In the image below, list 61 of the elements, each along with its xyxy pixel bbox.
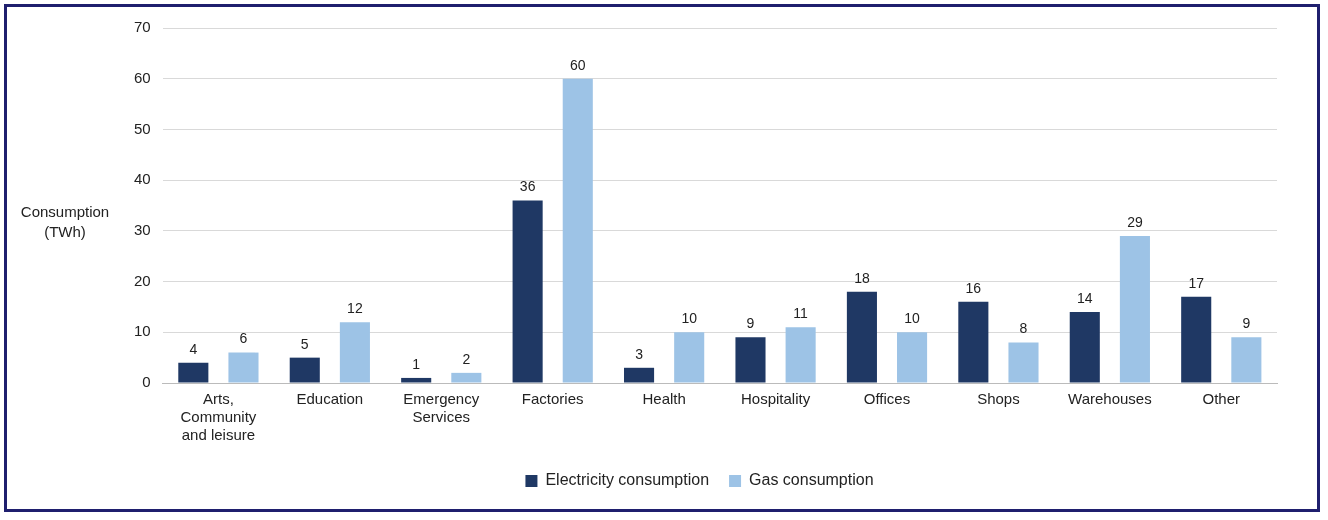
bar bbox=[1069, 312, 1100, 383]
data-label: 1 bbox=[412, 355, 421, 372]
y-axis-title: Consumption (TWh) bbox=[19, 202, 111, 242]
data-label: 14 bbox=[1076, 289, 1093, 306]
data-label: 36 bbox=[519, 178, 536, 195]
x-tick-label: Hospitality bbox=[740, 390, 811, 408]
data-label: 16 bbox=[965, 279, 982, 296]
x-tick-label: Education bbox=[296, 390, 364, 408]
data-label: 12 bbox=[347, 300, 363, 316]
data-label: 18 bbox=[854, 269, 870, 286]
data-label: 10 bbox=[681, 310, 698, 327]
bar bbox=[1231, 337, 1262, 383]
bar bbox=[735, 337, 766, 383]
data-label: 9 bbox=[1242, 315, 1251, 332]
data-label: 5 bbox=[300, 335, 309, 352]
bar bbox=[228, 352, 259, 383]
bar bbox=[562, 78, 593, 383]
data-label: 17 bbox=[1188, 274, 1205, 291]
y-tick-label: 40 bbox=[134, 170, 151, 188]
y-tick-label: 70 bbox=[134, 18, 151, 36]
x-tick-label: Shops bbox=[977, 390, 1020, 408]
bar bbox=[451, 372, 482, 383]
data-label: 11 bbox=[793, 305, 809, 322]
x-tick-label: Offices bbox=[863, 390, 911, 408]
data-label: 29 bbox=[1127, 213, 1143, 230]
data-label: 6 bbox=[239, 330, 248, 347]
data-label: 4 bbox=[189, 340, 198, 357]
bar bbox=[1008, 342, 1039, 383]
x-tick-label: Health bbox=[642, 390, 686, 408]
y-tick-label: 10 bbox=[134, 322, 151, 340]
bar bbox=[1181, 296, 1212, 383]
bar bbox=[512, 200, 543, 383]
legend-label: Electricity consumption bbox=[545, 471, 710, 489]
data-label: 3 bbox=[635, 345, 644, 362]
data-label: 9 bbox=[746, 315, 755, 332]
y-tick-label: 60 bbox=[134, 68, 151, 86]
y-tick-label: 0 bbox=[142, 373, 151, 391]
bar bbox=[401, 377, 432, 383]
bar bbox=[289, 357, 320, 383]
y-tick-label: 50 bbox=[134, 119, 151, 137]
bar bbox=[785, 327, 816, 383]
x-tick-label: Factories bbox=[521, 390, 584, 408]
bar bbox=[1119, 235, 1150, 383]
x-tick-label: Other bbox=[1202, 390, 1241, 408]
x-tick-label: Warehouses bbox=[1068, 390, 1152, 408]
x-tick-label: Emergency Services bbox=[403, 390, 480, 426]
x-tick-label: Arts, Community and leisure bbox=[180, 390, 257, 444]
bar bbox=[624, 367, 655, 383]
y-tick-label: 20 bbox=[134, 271, 151, 289]
bar bbox=[958, 301, 989, 383]
bar bbox=[846, 291, 877, 383]
data-label: 8 bbox=[1019, 320, 1028, 337]
bar bbox=[178, 362, 209, 383]
bar bbox=[897, 332, 928, 383]
data-label: 60 bbox=[569, 56, 586, 73]
legend-label: Gas consumption bbox=[749, 471, 874, 489]
data-label: 10 bbox=[904, 310, 921, 327]
bar bbox=[339, 322, 370, 383]
y-tick-label: 30 bbox=[134, 221, 151, 238]
bar bbox=[674, 332, 705, 383]
data-label: 2 bbox=[462, 350, 471, 367]
